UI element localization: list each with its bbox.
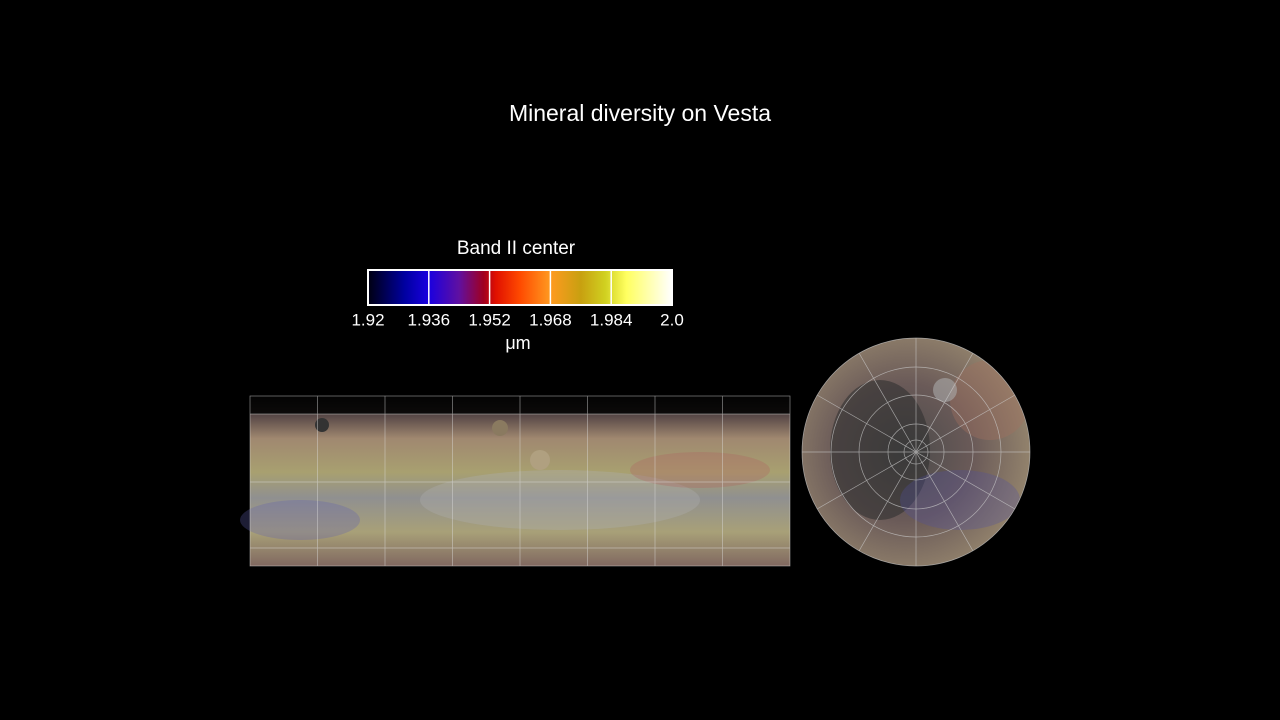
crater xyxy=(530,450,550,470)
map-feature xyxy=(240,500,360,540)
colorbar-tick-label: 1.968 xyxy=(529,310,572,329)
crater xyxy=(315,418,329,432)
map-feature xyxy=(630,452,770,488)
colorbar-tick-label: 1.952 xyxy=(468,310,511,329)
equatorial-map xyxy=(240,395,791,567)
colorbar-label: Band II center xyxy=(457,238,576,259)
colorbar-tick-label: 1.984 xyxy=(590,310,633,329)
colorbar-tick-label: 1.92 xyxy=(351,310,384,329)
map-grid xyxy=(249,395,791,567)
pole-features xyxy=(830,360,1030,530)
colorbar xyxy=(367,269,673,306)
title: Mineral diversity on Vesta xyxy=(509,100,771,126)
unit: μm xyxy=(505,333,530,353)
colorbar-dividers xyxy=(428,270,612,305)
pole-grid xyxy=(801,337,1031,567)
polar-map xyxy=(801,337,1031,567)
colorbar-tick-label: 1.936 xyxy=(408,310,451,329)
crater xyxy=(492,420,508,436)
map-feature xyxy=(420,470,700,530)
colorbar-ticks: 1.92 1.936 1.952 1.968 1.984 2.0 xyxy=(351,310,683,329)
colorbar-tick-label: 2.0 xyxy=(660,310,684,329)
